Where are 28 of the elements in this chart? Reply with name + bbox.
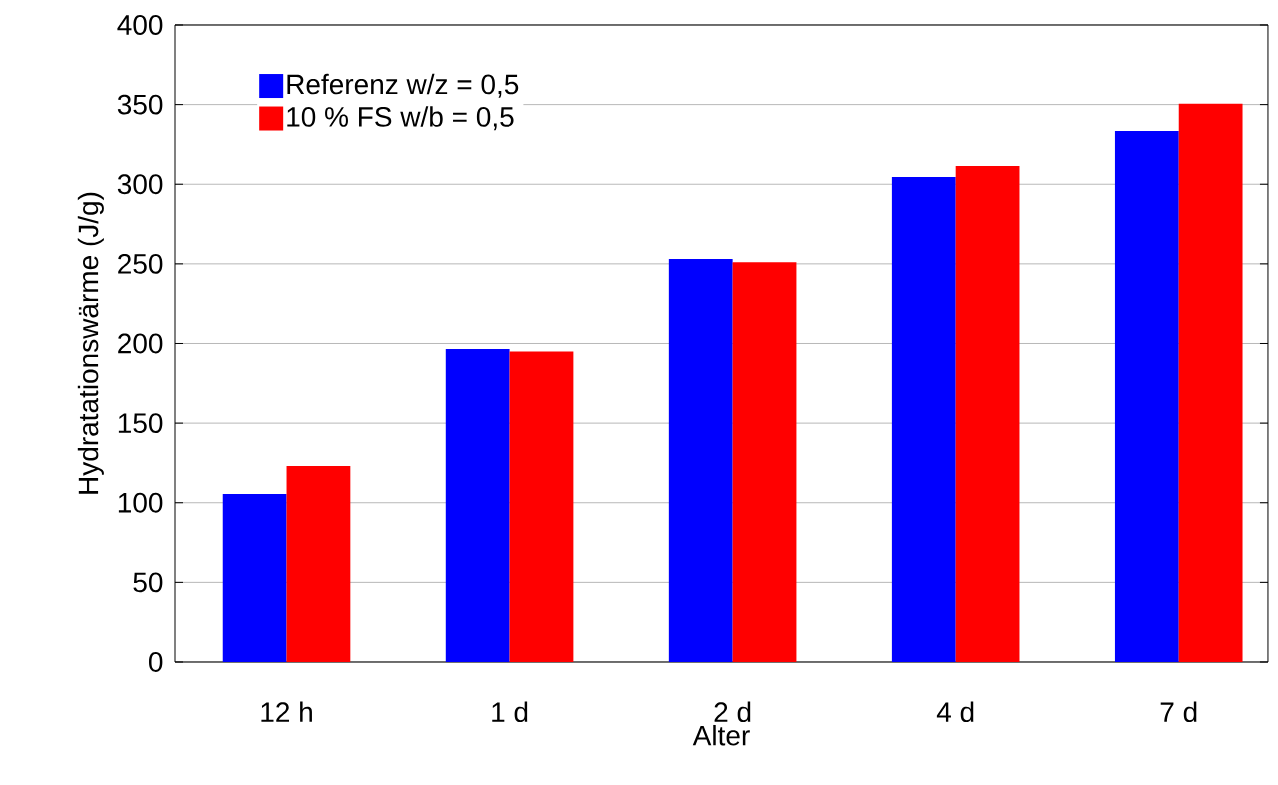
bar bbox=[286, 466, 351, 662]
y-axis-title: Hydratationswärme (J/g) bbox=[77, 192, 104, 494]
y-tick-label: 150 bbox=[118, 413, 163, 434]
bar bbox=[445, 349, 510, 662]
x-axis-title: Alter bbox=[692, 724, 750, 746]
legend-label: Referenz w/z = 0,5 bbox=[287, 73, 519, 98]
x-tick-label: 7 d bbox=[1160, 701, 1197, 723]
y-tick-label: 250 bbox=[118, 253, 163, 274]
y-tick-label: 300 bbox=[117, 174, 163, 195]
bar bbox=[509, 351, 574, 662]
bar bbox=[955, 165, 1020, 662]
y-tick-label: 50 bbox=[133, 572, 163, 593]
y-tick-label: 100 bbox=[118, 492, 163, 513]
legend-label: 10 % FS w/b = 0,5 bbox=[287, 106, 514, 131]
bar bbox=[732, 262, 797, 662]
x-tick-label: 4 d bbox=[936, 701, 974, 723]
bar bbox=[668, 259, 733, 662]
x-tick-label: 12 h bbox=[261, 701, 312, 722]
bar bbox=[1178, 103, 1243, 662]
x-tick-label: 1 d bbox=[492, 701, 528, 723]
bar bbox=[891, 177, 956, 662]
bar bbox=[1114, 130, 1179, 662]
y-tick-label: 350 bbox=[117, 94, 163, 115]
bar bbox=[222, 493, 287, 662]
y-tick-label: 200 bbox=[118, 333, 163, 354]
y-tick-label: 0 bbox=[149, 652, 163, 672]
y-tick-label: 400 bbox=[117, 15, 163, 35]
x-tick-label: 2 d bbox=[714, 701, 751, 723]
